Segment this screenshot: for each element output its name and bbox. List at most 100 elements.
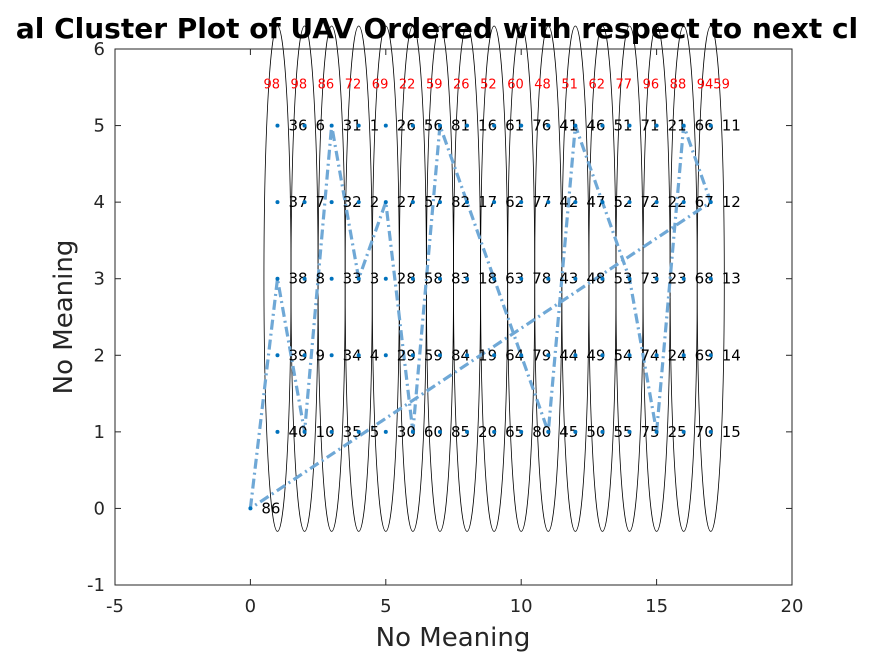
cluster-label: 86 xyxy=(318,77,335,92)
point-label: 73 xyxy=(641,270,660,288)
point-label: 32 xyxy=(343,193,362,211)
data-point xyxy=(519,123,524,128)
point-label: 28 xyxy=(397,270,416,288)
data-point xyxy=(465,353,470,358)
data-point xyxy=(302,200,307,205)
data-point xyxy=(708,276,713,281)
data-point xyxy=(546,200,551,205)
point-label: 30 xyxy=(397,423,416,441)
point-label: 74 xyxy=(641,346,660,364)
data-point xyxy=(708,123,713,128)
plot-area-frame xyxy=(114,48,793,586)
data-point xyxy=(654,429,659,434)
y-tick-label: 0 xyxy=(94,498,105,519)
data-point xyxy=(465,123,470,128)
point-label: 33 xyxy=(343,270,362,288)
data-point xyxy=(356,429,361,434)
data-point xyxy=(573,429,578,434)
data-point xyxy=(492,429,497,434)
data-point xyxy=(383,123,388,128)
y-tick-label: 2 xyxy=(94,345,105,366)
point-label: 10 xyxy=(316,423,335,441)
point-label: 26 xyxy=(397,117,416,135)
point-label: 61 xyxy=(505,117,524,135)
data-point xyxy=(465,200,470,205)
point-label: 15 xyxy=(722,423,741,441)
data-point xyxy=(410,200,415,205)
point-label: 51 xyxy=(613,117,632,135)
y-tick-label: 4 xyxy=(94,192,105,213)
data-point xyxy=(437,276,442,281)
y-tick-label: 5 xyxy=(94,116,105,137)
point-label: 31 xyxy=(343,117,362,135)
data-point xyxy=(275,123,280,128)
data-point xyxy=(519,429,524,434)
point-label: 53 xyxy=(613,270,632,288)
data-point xyxy=(437,123,442,128)
data-point xyxy=(627,276,632,281)
point-label: 50 xyxy=(586,423,605,441)
y-tick-label: 3 xyxy=(94,269,105,290)
point-label: 27 xyxy=(397,193,416,211)
data-point xyxy=(681,276,686,281)
data-point xyxy=(410,276,415,281)
point-label: 79 xyxy=(532,346,551,364)
cluster-label: 60 xyxy=(507,77,524,92)
data-point xyxy=(437,429,442,434)
point-label: 6 xyxy=(316,117,326,135)
x-tick-label: -5 xyxy=(106,596,124,617)
data-point xyxy=(654,123,659,128)
point-label: 80 xyxy=(532,423,551,441)
point-label: 72 xyxy=(641,193,660,211)
point-label: 14 xyxy=(722,346,741,364)
data-point xyxy=(437,200,442,205)
point-label: 11 xyxy=(722,117,741,135)
cluster-label: 98 xyxy=(263,77,280,92)
point-label: 40 xyxy=(288,423,307,441)
data-point xyxy=(600,123,605,128)
data-point xyxy=(492,200,497,205)
point-label: 75 xyxy=(641,423,660,441)
route-line xyxy=(248,123,713,510)
point-label: 5 xyxy=(370,423,380,441)
point-label: 86 xyxy=(261,499,280,517)
data-point xyxy=(600,429,605,434)
point-label: 41 xyxy=(559,117,578,135)
y-axis-label: No Meaning xyxy=(49,240,79,395)
point-label: 82 xyxy=(451,193,470,211)
x-tick-label: 20 xyxy=(781,596,804,617)
data-point xyxy=(383,429,388,434)
point-label: 56 xyxy=(424,117,443,135)
point-label: 52 xyxy=(613,193,632,211)
point-label: 20 xyxy=(478,423,497,441)
data-point xyxy=(302,353,307,358)
data-point xyxy=(356,353,361,358)
data-point xyxy=(275,353,280,358)
data-point xyxy=(356,123,361,128)
point-label: 68 xyxy=(695,270,714,288)
point-label: 78 xyxy=(532,270,551,288)
cluster-label: 69 xyxy=(372,77,389,92)
point-label: 35 xyxy=(343,423,362,441)
cluster-label: 96 xyxy=(643,77,660,92)
point-label: 64 xyxy=(505,346,524,364)
point-label: 29 xyxy=(397,346,416,364)
cluster-label: 88 xyxy=(670,77,687,92)
data-point xyxy=(329,276,334,281)
data-point xyxy=(329,429,334,434)
point-label: 70 xyxy=(695,423,714,441)
point-label: 9 xyxy=(316,346,326,364)
point-label: 7 xyxy=(316,193,326,211)
point-label: 34 xyxy=(343,346,362,364)
point-label: 37 xyxy=(288,193,307,211)
data-point xyxy=(627,353,632,358)
data-point xyxy=(600,276,605,281)
cluster-label: 48 xyxy=(534,77,551,92)
point-label: 81 xyxy=(451,117,470,135)
point-label: 66 xyxy=(695,117,714,135)
point-label: 19 xyxy=(478,346,497,364)
cluster-ellipse xyxy=(696,25,725,532)
point-label: 60 xyxy=(424,423,443,441)
data-point xyxy=(654,353,659,358)
